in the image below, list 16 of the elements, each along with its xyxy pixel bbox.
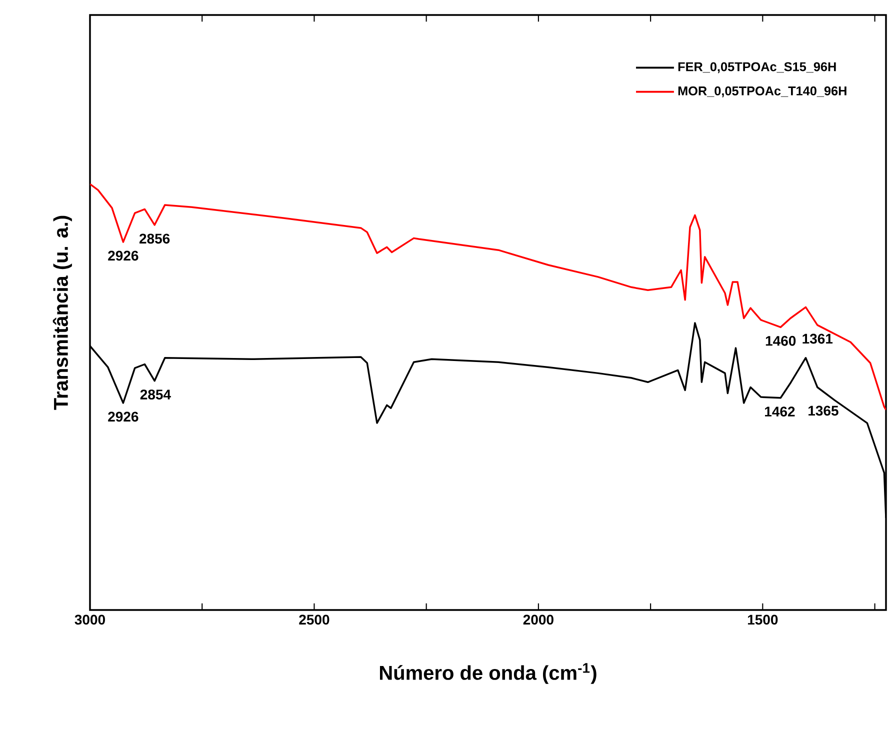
annotation: 2854 xyxy=(140,390,171,400)
x-axis-title: Número de onda (cm$^{-1}$) xyxy=(380,663,596,684)
legend-label: MOR_0,05TPOAc_T140_96H xyxy=(678,86,846,98)
annotation: 2856 xyxy=(139,234,170,244)
x-tick-label: 3000 xyxy=(74,614,105,625)
annotation: 1365 xyxy=(808,406,838,416)
annotation: 2926 xyxy=(108,250,138,261)
y-axis-title: Transmitância (u. a.) xyxy=(52,216,72,410)
x-tick-label: 1500 xyxy=(748,614,778,625)
x-tick-label: 2000 xyxy=(523,614,554,625)
annotation: 2926 xyxy=(108,412,138,422)
annotation: 1462 xyxy=(765,406,795,417)
annotation: 1460 xyxy=(766,336,796,346)
annotation: 1361 xyxy=(802,334,833,344)
x-tick-label: 2500 xyxy=(299,614,330,625)
legend-label: FER_0,05TPOAc_S15_96H xyxy=(678,62,836,74)
